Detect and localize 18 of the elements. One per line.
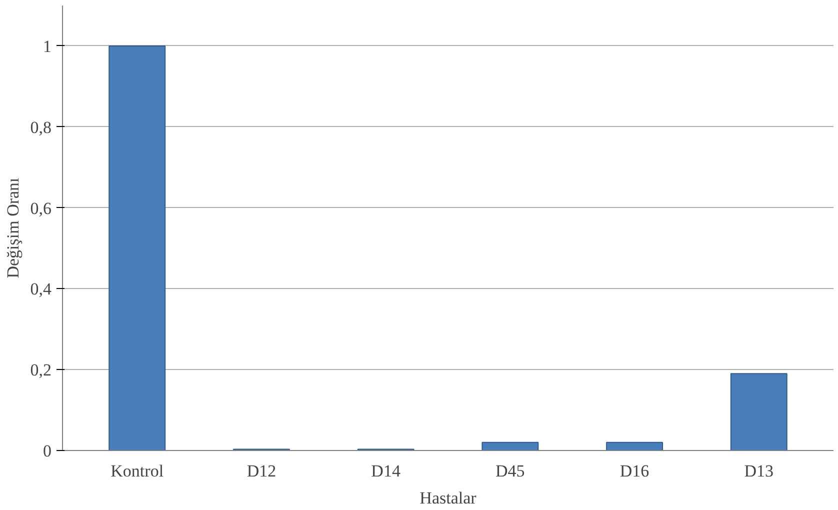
x-tick-label: D13 — [744, 462, 774, 480]
x-tick-label: D16 — [620, 462, 650, 480]
bar — [730, 373, 788, 450]
y-tick-label: 0,6 — [30, 198, 52, 218]
y-tick-label: 0 — [43, 442, 52, 460]
y-tick-label: 0,8 — [30, 118, 52, 137]
y-axis-title: Değişim Oranı — [3, 177, 22, 278]
bar — [108, 45, 166, 450]
y-tick-label: 0,2 — [30, 360, 52, 380]
x-tick-label: D14 — [371, 462, 401, 480]
y-tick-label: 1 — [43, 36, 52, 56]
bar — [482, 442, 539, 450]
x-tick-label: Kontrol — [110, 462, 164, 480]
x-tick-label: D12 — [246, 462, 276, 480]
x-axis-title: Hastalar — [420, 488, 477, 508]
y-tick-label: 0,4 — [30, 280, 52, 299]
bar — [606, 442, 664, 450]
x-tick-label: D45 — [496, 462, 525, 480]
